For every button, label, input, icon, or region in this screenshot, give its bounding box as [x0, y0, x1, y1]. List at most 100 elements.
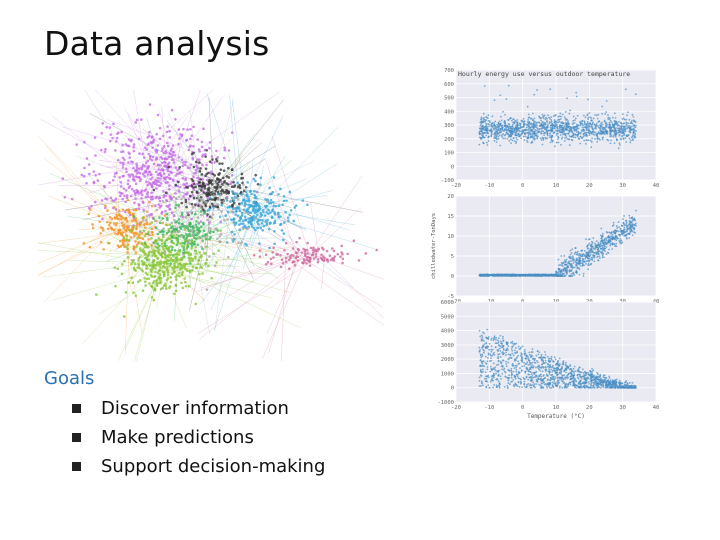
- scatter-point: [634, 121, 637, 124]
- scatter-point: [548, 366, 550, 369]
- scatter-point: [582, 124, 584, 127]
- scatter-point: [496, 339, 499, 342]
- scatter-point: [611, 236, 614, 238]
- scatter-point: [485, 337, 488, 340]
- scatter-point: [588, 134, 591, 136]
- scatter-point: [564, 264, 567, 267]
- scatter-point: [541, 143, 544, 146]
- scatter-point: [519, 380, 522, 383]
- scatter-point: [634, 126, 637, 129]
- scatter-point: [497, 359, 500, 362]
- scatter-point: [493, 383, 496, 386]
- scatter-point: [482, 142, 485, 145]
- scatter-point: [542, 125, 545, 128]
- scatter-point: [609, 125, 612, 128]
- scatter-point: [573, 122, 576, 124]
- scatter-point: [478, 143, 481, 146]
- scatter-point: [602, 374, 605, 377]
- scatter-point: [523, 123, 525, 125]
- scatter-point: [548, 373, 551, 375]
- scatter-point: [594, 131, 597, 134]
- scatter-point: [578, 273, 581, 276]
- scatter-point: [619, 241, 621, 243]
- scatter-point: [524, 377, 526, 380]
- scatter-point: [563, 137, 566, 140]
- scatter-point: [577, 254, 580, 257]
- scatter-point: [561, 367, 563, 370]
- scatter-point: [519, 130, 522, 133]
- scatter-point: [513, 349, 516, 352]
- scatter-point: [513, 122, 516, 125]
- scatter-point: [569, 381, 572, 384]
- scatter-point: [497, 126, 500, 129]
- scatter-point: [571, 123, 574, 126]
- scatter-point: [497, 128, 500, 130]
- scatter-point: [568, 270, 571, 272]
- scatter-point: [606, 133, 609, 135]
- y-tick-label: -1000: [437, 400, 454, 406]
- scatter-point: [574, 119, 576, 122]
- scatter-point: [496, 133, 499, 135]
- scatter-point: [515, 140, 517, 143]
- scatter-point: [515, 373, 518, 376]
- scatter-point: [588, 123, 591, 126]
- scatter-point: [605, 381, 608, 384]
- scatter-point: [529, 386, 532, 389]
- scatter-point: [606, 231, 609, 234]
- scatter-point: [615, 242, 618, 245]
- scatter-point: [592, 381, 595, 384]
- scatter-point: [548, 136, 551, 139]
- scatter-point: [521, 353, 523, 356]
- scatter-point: [603, 241, 605, 244]
- scatter-point: [549, 88, 552, 91]
- scatter-point: [515, 142, 517, 145]
- scatter-point: [527, 135, 530, 137]
- scatter-point: [582, 129, 585, 131]
- scatter-point: [561, 386, 564, 389]
- scatter-point: [484, 371, 487, 374]
- scatter-point: [497, 273, 500, 276]
- scatter-point: [504, 137, 507, 140]
- scatter-point: [548, 116, 550, 119]
- scatter-point: [508, 123, 511, 126]
- scatter-point: [612, 221, 615, 224]
- scatter-point: [542, 130, 545, 133]
- scatter-point: [578, 258, 580, 261]
- scatter-point: [548, 122, 551, 125]
- scatter-point: [493, 337, 496, 339]
- scatter-point: [542, 356, 545, 359]
- scatter-point: [628, 118, 631, 121]
- scatter-point: [550, 120, 553, 123]
- scatter-point: [549, 132, 551, 135]
- scatter-point: [528, 116, 531, 119]
- scatter-point: [480, 127, 483, 129]
- scatter-point: [533, 384, 535, 387]
- scatter-point: [582, 385, 585, 388]
- scatter-point: [551, 123, 554, 126]
- scatter-point: [575, 91, 578, 94]
- scatter-point: [608, 241, 611, 244]
- scatter-point: [548, 357, 551, 360]
- scatter-point: [526, 385, 529, 388]
- scatter-point: [573, 384, 576, 387]
- scatter-point: [520, 273, 523, 276]
- scatter-point: [489, 121, 491, 124]
- scatter-point: [495, 342, 498, 345]
- scatter-point: [556, 371, 559, 374]
- scatter-point: [528, 274, 531, 277]
- scatter-point: [611, 126, 614, 129]
- scatter-point: [589, 130, 592, 133]
- scatter-point: [544, 132, 546, 134]
- scatter-point: [632, 124, 635, 127]
- scatter-point: [608, 118, 611, 121]
- scatter-point: [597, 131, 600, 134]
- scatter-point: [583, 260, 585, 262]
- scatter-point: [628, 214, 631, 217]
- scatter-point: [485, 274, 488, 277]
- scatter-point: [608, 248, 610, 251]
- scatter-point: [534, 128, 536, 131]
- scatter-point: [527, 369, 530, 372]
- scatter-point: [580, 122, 583, 125]
- scatter-point: [491, 126, 494, 129]
- scatter-point: [520, 133, 523, 135]
